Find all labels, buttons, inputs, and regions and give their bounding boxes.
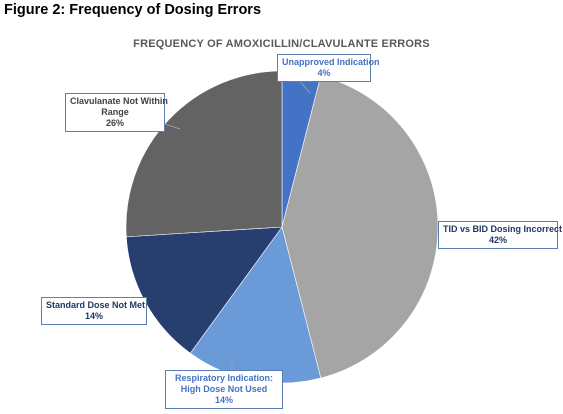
leader-line — [431, 229, 439, 232]
data-label-category: Clavulanate Not Within — [70, 96, 168, 106]
data-label-category: Standard Dose Not Met — [46, 300, 146, 310]
data-label: Unapproved Indication 4% — [277, 54, 380, 82]
data-label-percent: 4% — [317, 68, 331, 78]
data-label: Clavulanate Not Within Range 26% — [65, 93, 168, 132]
pie-slice-clavulanate-not-within-range — [125, 70, 283, 238]
data-label-category: Unapproved Indication — [282, 57, 380, 67]
data-label-category: Range — [101, 107, 129, 117]
data-label: TID vs BID Dosing Incorrect 42% — [438, 221, 563, 249]
data-label: Standard Dose Not Met 14% — [41, 297, 147, 325]
pie-chart: FREQUENCY OF AMOXICILLIN/CLAVULANTE ERRO… — [0, 25, 563, 414]
chart-title: FREQUENCY OF AMOXICILLIN/CLAVULANTE ERRO… — [133, 38, 430, 50]
data-label: Respiratory Indication: High Dose Not Use… — [165, 370, 283, 409]
data-label-percent: 42% — [488, 235, 507, 245]
data-label-percent: 26% — [105, 118, 124, 128]
data-label-category: Respiratory Indication: — [174, 373, 273, 383]
leader-line — [164, 123, 181, 130]
figure-caption: Figure 2: Frequency of Dosing Errors — [4, 2, 262, 18]
data-label-category: TID vs BID Dosing Incorrect — [443, 224, 563, 234]
pie-svg — [125, 70, 439, 384]
data-label-percent: 14% — [84, 311, 103, 321]
data-label-percent: 14% — [214, 395, 233, 405]
data-label-category: High Dose Not Used — [180, 384, 268, 394]
